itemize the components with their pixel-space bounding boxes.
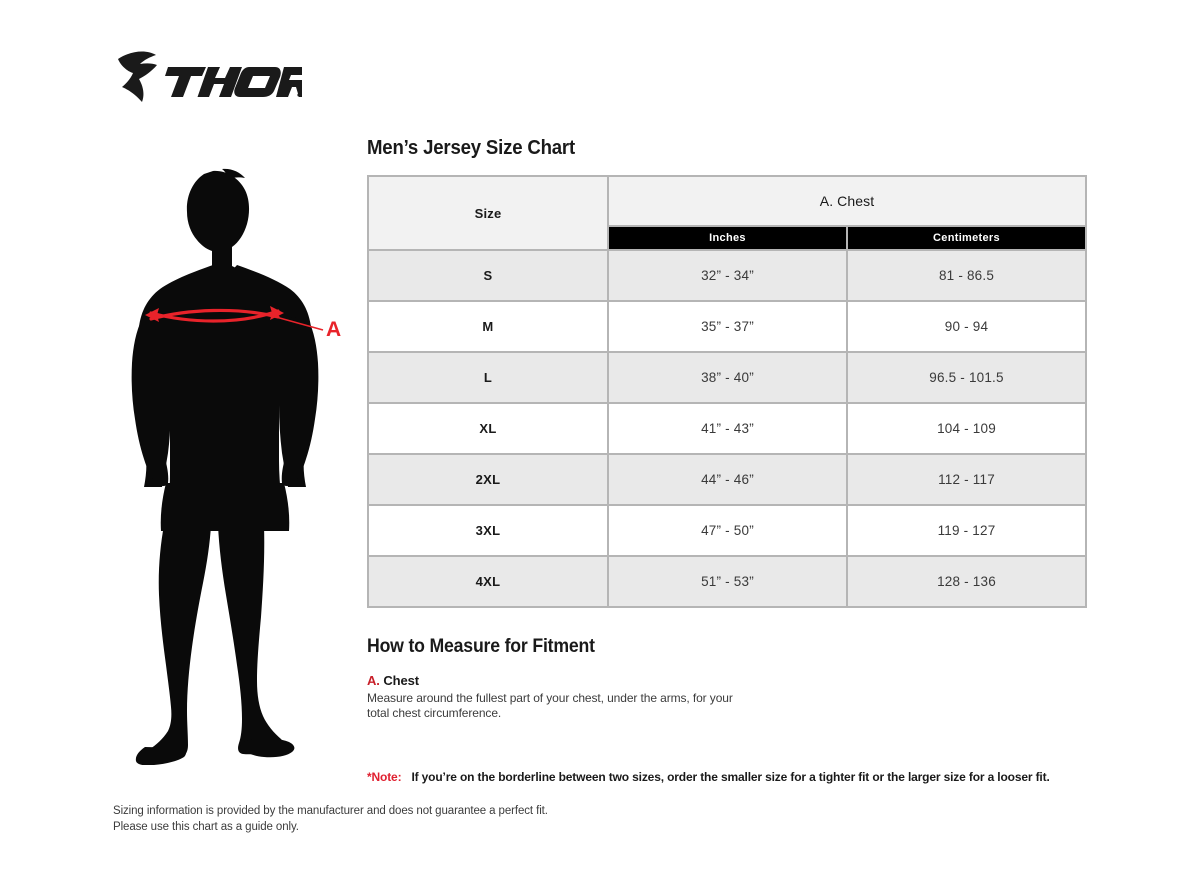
cell-inches: 35” - 37” — [607, 300, 848, 353]
table-header-row: Size A. Chest — [367, 174, 1087, 251]
measure-item-name: Chest — [383, 673, 419, 688]
cell-size: XL — [367, 402, 609, 455]
measurement-illustration: A — [118, 165, 348, 765]
cell-centimeters: 112 - 117 — [846, 453, 1087, 506]
cell-size: L — [367, 351, 609, 404]
cell-centimeters: 96.5 - 101.5 — [846, 351, 1087, 404]
table-row: M 35” - 37” 90 - 94 — [367, 300, 1087, 353]
footer-disclaimer: Sizing information is provided by the ma… — [113, 803, 548, 835]
cell-size: 2XL — [367, 453, 609, 506]
cell-centimeters: 119 - 127 — [846, 504, 1087, 557]
column-header-size: Size — [367, 175, 609, 251]
cell-size: S — [367, 249, 609, 302]
size-chart-table: Size A. Chest Inches Centimeters S 32” -… — [367, 174, 1087, 608]
thor-wordmark — [165, 67, 302, 97]
measure-item-label: A. Chest — [367, 673, 787, 689]
table-row: XL 41” - 43” 104 - 109 — [367, 402, 1087, 455]
callout-letter-a: A — [326, 318, 341, 341]
measure-description-line1: Measure around the fullest part of your … — [367, 691, 733, 705]
column-group-header-chest: A. Chest — [607, 174, 1087, 228]
thor-helmet-icon — [118, 51, 157, 102]
cell-size: 3XL — [367, 504, 609, 557]
footer-line2: Please use this chart as a guide only. — [113, 821, 299, 833]
cell-inches: 41” - 43” — [607, 402, 848, 455]
cell-size: 4XL — [367, 555, 609, 608]
table-row: 2XL 44” - 46” 112 - 117 — [367, 453, 1087, 506]
cell-inches: 38” - 40” — [607, 351, 848, 404]
note-text: If you’re on the borderline between two … — [411, 770, 1050, 784]
brand-logo — [112, 45, 302, 107]
note-flag: *Note: — [367, 770, 402, 784]
measure-item-letter: A. — [367, 673, 380, 688]
measure-description-line2: total chest circumference. — [367, 706, 502, 720]
cell-inches: 44” - 46” — [607, 453, 848, 506]
cell-centimeters: 104 - 109 — [846, 402, 1087, 455]
trademark-dot — [297, 93, 301, 97]
howto-heading: How to Measure for Fitment — [367, 636, 595, 657]
chest-measure-double-arrow — [149, 308, 280, 323]
table-row: 3XL 47” - 50” 119 - 127 — [367, 504, 1087, 557]
cell-centimeters: 81 - 86.5 — [846, 249, 1087, 302]
table-unit-row: Inches Centimeters — [368, 225, 1087, 251]
note-line: *Note: If you’re on the borderline betwee… — [367, 770, 1050, 784]
cell-inches: 47” - 50” — [607, 504, 848, 557]
cell-size: M — [367, 300, 609, 353]
table-row: S 32” - 34” 81 - 86.5 — [367, 249, 1087, 302]
table-row: L 38” - 40” 96.5 - 101.5 — [367, 351, 1087, 404]
footer-line1: Sizing information is provided by the ma… — [113, 805, 548, 817]
column-header-inches: Inches — [607, 225, 848, 251]
cell-inches: 32” - 34” — [607, 249, 848, 302]
cell-centimeters: 90 - 94 — [846, 300, 1087, 353]
callout-leader-line — [275, 316, 324, 331]
cell-centimeters: 128 - 136 — [846, 555, 1087, 608]
page-title: Men’s Jersey Size Chart — [367, 137, 576, 159]
cell-inches: 51” - 53” — [607, 555, 848, 608]
male-torso-silhouette — [131, 168, 319, 765]
arrow-heads — [145, 306, 284, 322]
column-header-centimeters: Centimeters — [846, 225, 1087, 251]
table-row: 4XL 51” - 53” 128 - 136 — [367, 555, 1087, 608]
measure-description: Measure around the fullest part of your … — [367, 691, 787, 721]
measure-instruction-block: A. Chest Measure around the fullest part… — [367, 673, 787, 721]
